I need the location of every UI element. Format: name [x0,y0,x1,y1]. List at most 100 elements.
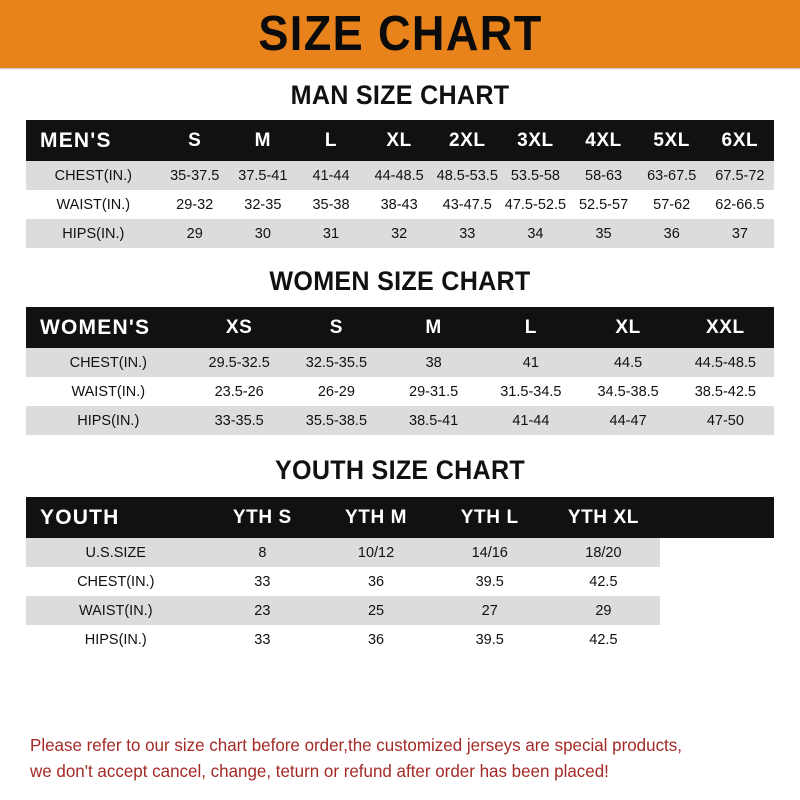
table-row: HIPS(IN.) 29 30 31 32 33 34 35 36 37 [26,219,774,248]
men-size-section: MAN SIZE CHART MEN'S S M L XL 2XL 3XL 4XL 5XL 6X… [0,68,800,248]
men-cell: 34 [501,219,570,248]
youth-size-header: YTH M [319,497,433,538]
women-section-title: WOMEN SIZE CHART [269,266,531,296]
men-cell: 36 [637,219,706,248]
men-cell: 30 [228,219,297,248]
women-row-label: CHEST(IN.) [26,348,191,377]
footer-line-1: Please refer to our size chart before or… [30,735,682,756]
men-size-header: XL [365,120,434,161]
men-size-header: S [160,120,229,161]
men-cell: 43-47.5 [433,190,502,219]
women-cell: 38.5-42.5 [676,377,774,406]
men-cell: 33 [433,219,502,248]
women-row-label: HIPS(IN.) [26,406,191,435]
youth-cell [660,625,774,654]
men-size-table: MEN'S S M L XL 2XL 3XL 4XL 5XL 6XL CHEST(IN.) 35-… [26,120,774,248]
youth-cell: 27 [432,596,547,625]
youth-size-header [660,497,774,538]
women-row-label: WAIST(IN.) [26,377,191,406]
youth-cell: 42.5 [546,567,661,596]
table-row: HIPS(IN.) 33-35.5 35.5-38.5 38.5-41 41-44 44-… [26,406,774,435]
youth-cell: 36 [319,625,433,654]
men-cell: 62-66.5 [705,190,774,219]
women-cell: 33-35.5 [190,406,288,435]
table-row: CHEST(IN.) 35-37.5 37.5-41 41-44 44-48.5 48.5… [26,161,774,190]
women-cell: 29-31.5 [385,377,483,406]
men-row-label: WAIST(IN.) [26,190,161,219]
women-corner-label: WOMEN'S [26,307,191,348]
youth-row-label: CHEST(IN.) [26,567,206,596]
men-cell: 35-37.5 [160,161,229,190]
table-row: WAIST(IN.) 29-32 32-35 35-38 38-43 43-47.5 47.… [26,190,774,219]
women-cell: 47-50 [676,406,774,435]
men-cell: 57-62 [637,190,706,219]
men-cell: 29-32 [160,190,229,219]
women-size-header: XL [579,307,677,348]
men-cell: 63-67.5 [637,161,706,190]
youth-cell [660,567,774,596]
men-cell: 37 [705,219,774,248]
men-size-header: M [228,120,297,161]
youth-table-body: U.S.SIZE 8 10/12 14/16 18/20 CHEST(IN.) 33 36 39… [26,538,774,654]
men-cell: 32 [365,219,434,248]
youth-cell: 33 [205,567,320,596]
youth-cell: 14/16 [432,538,547,567]
table-row: WAIST(IN.) 23.5-26 26-29 29-31.5 31.5-34.5 34… [26,377,774,406]
table-row: WAIST(IN.) 23 25 27 29 [26,596,774,625]
page-banner: SIZE CHART [0,0,800,68]
women-size-header: L [482,307,580,348]
men-cell: 67.5-72 [705,161,774,190]
footer-disclaimer: Please refer to our size chart before or… [30,733,754,784]
men-size-header: 5XL [637,120,706,161]
youth-header-row: YOUTH YTH S YTH M YTH L YTH XL [26,497,774,538]
youth-cell: 36 [319,567,433,596]
youth-cell: 10/12 [319,538,433,567]
youth-cell: 18/20 [546,538,661,567]
youth-size-header: YTH S [205,497,320,538]
women-size-header: XS [190,307,288,348]
women-size-section: WOMEN SIZE CHART WOMEN'S XS S M L XL XXL CHES… [0,248,800,435]
women-cell: 35.5-38.5 [287,406,386,435]
men-row-label: HIPS(IN.) [26,219,161,248]
men-cell: 38-43 [365,190,434,219]
men-header-row: MEN'S S M L XL 2XL 3XL 4XL 5XL 6XL [26,120,774,161]
men-size-header: 4XL [569,120,638,161]
youth-cell [660,596,774,625]
youth-row-label: WAIST(IN.) [26,596,206,625]
table-row: U.S.SIZE 8 10/12 14/16 18/20 [26,538,774,567]
men-corner-label: MEN'S [26,120,161,161]
men-cell: 35 [569,219,638,248]
men-cell: 32-35 [228,190,297,219]
youth-cell: 8 [205,538,320,567]
men-cell: 41-44 [296,161,366,190]
men-cell: 48.5-53.5 [433,161,502,190]
men-cell: 31 [296,219,366,248]
youth-cell: 39.5 [432,625,547,654]
women-table-body: CHEST(IN.) 29.5-32.5 32.5-35.5 38 41 44.5 44.5… [26,348,774,435]
men-size-header: 6XL [705,120,774,161]
women-cell: 44.5 [579,348,677,377]
men-cell: 53.5-58 [501,161,570,190]
youth-row-label: HIPS(IN.) [26,625,206,654]
footer-line-2: we don't accept cancel, change, teturn o… [30,760,609,781]
women-size-header: S [287,307,386,348]
youth-size-section: YOUTH SIZE CHART YOUTH YTH S YTH M YTH L YT… [0,435,800,654]
youth-cell: 39.5 [432,567,547,596]
youth-row-label: U.S.SIZE [26,538,206,567]
page-title: SIZE CHART [257,6,543,61]
men-row-label: CHEST(IN.) [26,161,161,190]
men-cell: 29 [160,219,229,248]
youth-cell: 29 [546,596,661,625]
women-cell: 38.5-41 [385,406,483,435]
women-size-header: XXL [676,307,774,348]
men-cell: 37.5-41 [228,161,297,190]
men-cell: 58-63 [569,161,638,190]
men-size-header: 2XL [433,120,502,161]
women-cell: 31.5-34.5 [482,377,580,406]
youth-cell: 25 [319,596,433,625]
women-cell: 23.5-26 [190,377,288,406]
women-cell: 32.5-35.5 [287,348,386,377]
men-size-header: L [296,120,366,161]
men-cell: 52.5-57 [569,190,638,219]
youth-size-header: YTH XL [546,497,661,538]
